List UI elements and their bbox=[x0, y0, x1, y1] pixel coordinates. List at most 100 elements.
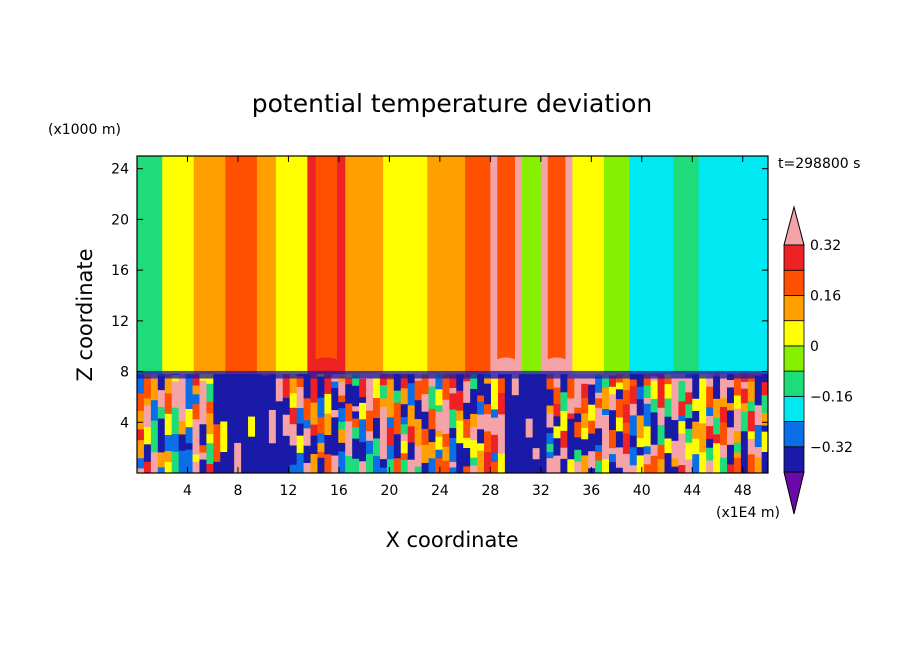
boundary-cell bbox=[372, 397, 381, 419]
boundary-cell bbox=[345, 383, 353, 404]
boundary-cell bbox=[754, 404, 763, 425]
boundary-cell bbox=[678, 400, 686, 416]
boundary-cell bbox=[525, 411, 534, 419]
boundary-cell bbox=[546, 388, 554, 406]
boundary-cell bbox=[470, 388, 478, 398]
boundary-cell bbox=[213, 461, 221, 473]
boundary-cell bbox=[338, 407, 346, 422]
boundary-cell bbox=[470, 413, 478, 427]
boundary-cell bbox=[553, 374, 561, 388]
boundary-cell bbox=[546, 405, 554, 414]
upper-column-core bbox=[497, 156, 515, 375]
boundary-cell bbox=[261, 394, 270, 400]
colorbar-extend-min bbox=[783, 471, 805, 515]
boundary-cell bbox=[761, 381, 768, 396]
boundary-cell bbox=[400, 416, 409, 425]
boundary-cell bbox=[414, 445, 423, 467]
boundary-cell bbox=[595, 412, 603, 429]
boundary-cell bbox=[366, 376, 374, 397]
boundary-cell bbox=[608, 393, 617, 411]
plot-frame bbox=[136, 155, 769, 474]
boundary-cell bbox=[456, 450, 464, 473]
boundary-cell bbox=[372, 437, 381, 457]
boundary-cell bbox=[643, 445, 652, 455]
boundary-cell bbox=[553, 425, 561, 439]
boundary-cell bbox=[574, 436, 582, 445]
boundary-cell bbox=[685, 442, 693, 460]
boundary-cell bbox=[143, 405, 152, 428]
x-tick-label: 44 bbox=[683, 483, 701, 499]
boundary-cell bbox=[511, 431, 520, 468]
boundary-cell bbox=[137, 410, 145, 430]
boundary-cell bbox=[726, 409, 735, 428]
boundary-cell bbox=[366, 396, 374, 411]
boundary-cell bbox=[595, 444, 603, 452]
boundary-cell bbox=[733, 408, 742, 417]
boundary-cell bbox=[761, 425, 768, 432]
boundary-cell bbox=[546, 451, 554, 459]
boundary-cell bbox=[747, 453, 756, 473]
boundary-cell bbox=[206, 412, 214, 435]
boundary-cell bbox=[615, 398, 624, 418]
colorbar-label: 0 bbox=[810, 339, 819, 355]
boundary-cell bbox=[379, 467, 388, 473]
boundary-cell bbox=[733, 430, 742, 443]
boundary-cell bbox=[359, 396, 367, 403]
boundary-cell bbox=[345, 439, 353, 456]
boundary-cell bbox=[567, 432, 575, 448]
colorbar-extend-max bbox=[783, 205, 805, 246]
boundary-cell bbox=[636, 386, 645, 400]
boundary-cell bbox=[692, 438, 700, 455]
boundary-cell bbox=[435, 388, 443, 406]
boundary-cell bbox=[220, 421, 228, 453]
boundary-cell bbox=[171, 407, 180, 419]
boundary-cell bbox=[275, 451, 284, 473]
boundary-cell bbox=[192, 418, 200, 428]
boundary-cell bbox=[588, 467, 596, 473]
boundary-cell bbox=[261, 418, 270, 440]
boundary-cell bbox=[657, 444, 666, 460]
boundary-cell bbox=[248, 436, 256, 465]
boundary-cell bbox=[511, 394, 520, 432]
boundary-cell bbox=[733, 442, 742, 453]
boundary-cell bbox=[449, 392, 457, 410]
boundary-cell bbox=[206, 442, 214, 465]
boundary-cell bbox=[595, 397, 603, 408]
boundary-cell bbox=[310, 435, 318, 455]
boundary-cell bbox=[720, 421, 728, 446]
boundary-cell bbox=[331, 416, 339, 436]
boundary-cell bbox=[178, 413, 187, 422]
y-tick-label: 12 bbox=[111, 314, 129, 330]
boundary-cell bbox=[317, 457, 325, 473]
boundary-cell bbox=[192, 427, 200, 434]
boundary-cell bbox=[650, 444, 659, 456]
boundary-cell bbox=[733, 374, 742, 396]
boundary-cell bbox=[150, 451, 159, 473]
boundary-cell bbox=[289, 464, 298, 473]
boundary-cell bbox=[206, 374, 214, 384]
colorbar-label: −0.16 bbox=[810, 389, 853, 405]
boundary-cell bbox=[699, 422, 707, 437]
boundary-cell bbox=[414, 380, 423, 401]
boundary-cell bbox=[706, 425, 714, 439]
boundary-cell bbox=[164, 413, 173, 436]
boundary-cell bbox=[442, 399, 450, 413]
boundary-cell bbox=[386, 400, 395, 418]
boundary-cell bbox=[546, 374, 554, 390]
boundary-cell bbox=[497, 413, 506, 424]
boundary-cell bbox=[248, 416, 256, 437]
boundary-cell bbox=[456, 420, 464, 444]
boundary-cell bbox=[560, 391, 568, 411]
boundary-cell bbox=[602, 436, 610, 460]
boundary-cell bbox=[595, 392, 603, 399]
boundary-cell bbox=[664, 452, 672, 473]
colorbar-swatch bbox=[783, 421, 805, 448]
boundary-cell bbox=[137, 467, 145, 473]
upper-column-core bbox=[315, 156, 337, 375]
boundary-cell bbox=[449, 374, 457, 389]
boundary-cell bbox=[227, 450, 235, 457]
boundary-cell bbox=[602, 408, 610, 416]
boundary-cell bbox=[171, 418, 180, 435]
boundary-cell bbox=[407, 382, 416, 406]
boundary-cell bbox=[296, 423, 305, 436]
